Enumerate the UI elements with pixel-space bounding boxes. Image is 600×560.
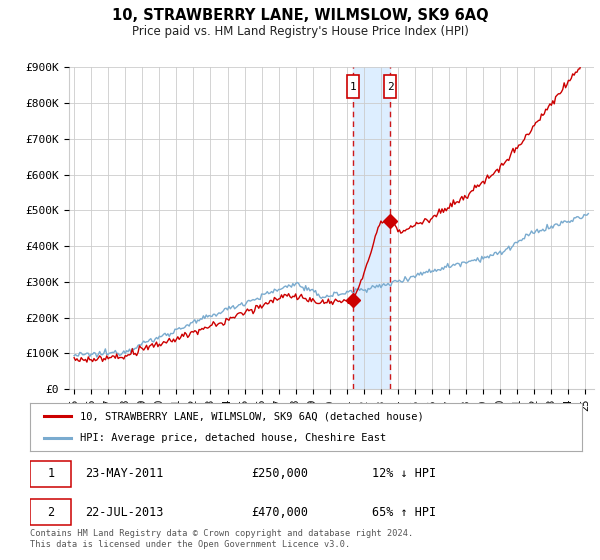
Text: 1: 1 [47, 468, 55, 480]
Text: Price paid vs. HM Land Registry's House Price Index (HPI): Price paid vs. HM Land Registry's House … [131, 25, 469, 38]
FancyBboxPatch shape [347, 75, 359, 98]
FancyBboxPatch shape [30, 461, 71, 487]
FancyBboxPatch shape [385, 75, 396, 98]
Text: 12% ↓ HPI: 12% ↓ HPI [372, 468, 436, 480]
Text: 22-JUL-2013: 22-JUL-2013 [85, 506, 164, 519]
FancyBboxPatch shape [30, 500, 71, 525]
Text: 1: 1 [350, 82, 356, 91]
Text: 2: 2 [387, 82, 394, 91]
Text: 10, STRAWBERRY LANE, WILMSLOW, SK9 6AQ (detached house): 10, STRAWBERRY LANE, WILMSLOW, SK9 6AQ (… [80, 411, 424, 421]
Text: 23-MAY-2011: 23-MAY-2011 [85, 468, 164, 480]
Text: Contains HM Land Registry data © Crown copyright and database right 2024.
This d: Contains HM Land Registry data © Crown c… [30, 529, 413, 549]
Text: £250,000: £250,000 [251, 468, 308, 480]
Bar [353, 67, 391, 389]
Text: 2: 2 [47, 506, 55, 519]
Text: HPI: Average price, detached house, Cheshire East: HPI: Average price, detached house, Ches… [80, 433, 386, 443]
Text: £470,000: £470,000 [251, 506, 308, 519]
Text: 65% ↑ HPI: 65% ↑ HPI [372, 506, 436, 519]
Text: 10, STRAWBERRY LANE, WILMSLOW, SK9 6AQ: 10, STRAWBERRY LANE, WILMSLOW, SK9 6AQ [112, 8, 488, 24]
